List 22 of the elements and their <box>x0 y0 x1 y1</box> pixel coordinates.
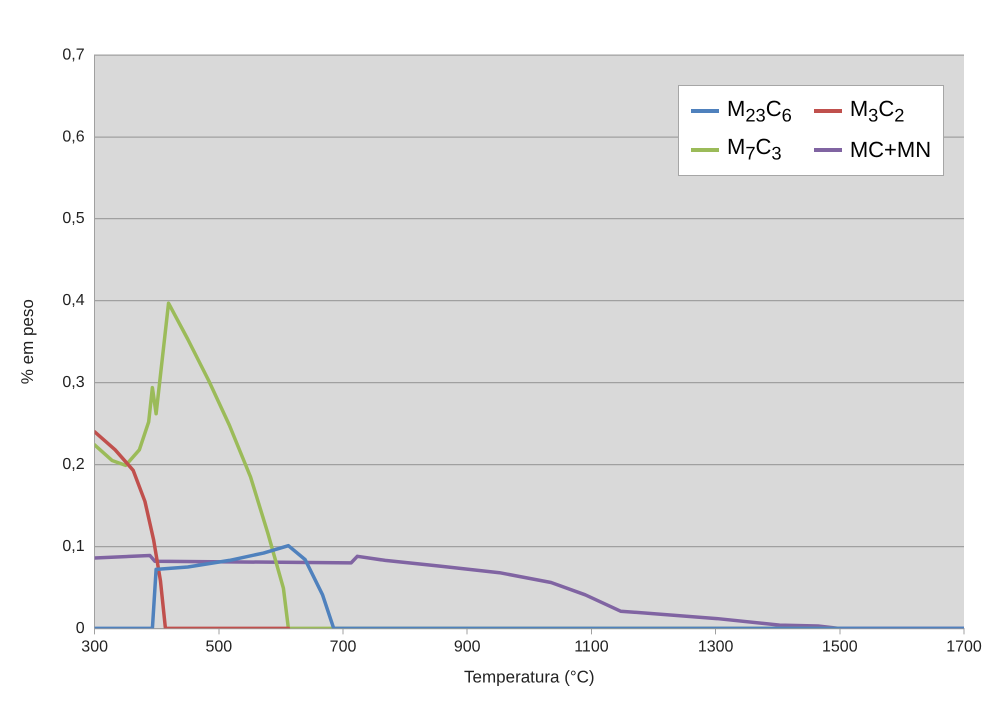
x-tick-label: 1100 <box>574 638 609 656</box>
legend-label: M$_{23}$C$_{6}$ <box>727 96 792 126</box>
x-tick-label: 500 <box>205 638 232 656</box>
x-tick-label: 300 <box>81 638 108 656</box>
x-axis-title: Temperatura (°C) <box>464 667 595 686</box>
y-tick-label: 0,7 <box>62 46 85 64</box>
legend-label: M$_{3}$C$_{2}$ <box>850 96 904 126</box>
y-tick-label: 0 <box>76 620 85 637</box>
x-tick-label: 900 <box>454 638 481 656</box>
y-tick-label: 0,4 <box>62 292 85 310</box>
y-tick-label: 0,5 <box>62 210 85 228</box>
y-tick-label: 0,6 <box>62 128 85 146</box>
x-tick-label: 1300 <box>698 638 734 656</box>
y-axis-title: % em peso <box>18 299 37 384</box>
legend-label: MC+MN <box>850 136 932 163</box>
y-tick-label: 0,2 <box>62 456 85 473</box>
x-tick-label: 700 <box>330 638 356 656</box>
x-tick-label: 1500 <box>822 638 858 656</box>
legend-label: M$_{7}$C$_{3}$ <box>727 134 782 165</box>
y-tick-label: 0,3 <box>62 374 85 392</box>
y-tick-label: 0,1 <box>62 538 85 555</box>
x-tick-label: 1700 <box>946 638 982 656</box>
